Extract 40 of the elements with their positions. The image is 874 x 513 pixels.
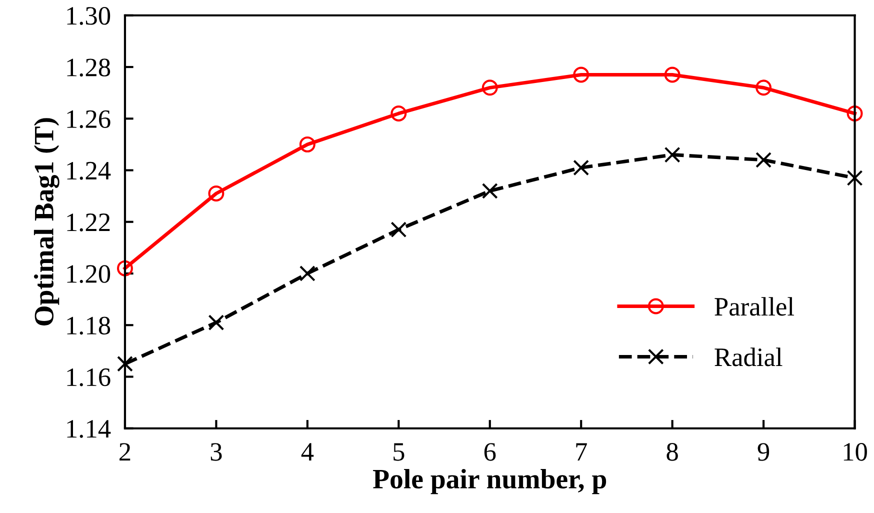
- y-tick-label: 1.28: [67, 58, 110, 77]
- legend-label: Parallel: [714, 297, 794, 316]
- x-tick-label: 10: [844, 443, 867, 461]
- point: [208, 314, 224, 331]
- y-tick-label: 1.24: [67, 162, 111, 180]
- point: [208, 185, 224, 202]
- point: [756, 80, 772, 96]
- point: [116, 356, 133, 372]
- point: [573, 160, 590, 176]
- x-tick-label: 6: [484, 443, 496, 461]
- point: [299, 266, 316, 282]
- point: [482, 182, 498, 199]
- y-tick-label: 1.18: [67, 316, 110, 335]
- x-tick-label: 9: [758, 443, 770, 461]
- x-tick-label: 7: [576, 443, 587, 461]
- y-axis-title: Optimal Bag1 (T): [34, 118, 60, 326]
- y-tick-label: 1.14: [67, 420, 111, 438]
- y-tick-label: 1.30: [67, 6, 110, 25]
- point: [390, 105, 407, 122]
- x-tick-label: 8: [666, 443, 678, 461]
- point: [116, 260, 133, 276]
- x-axis-title: Pole pair number, p: [373, 468, 606, 494]
- x-tick-label: 3: [210, 443, 222, 461]
- x-tick-label: 4: [301, 443, 314, 461]
- point: [573, 66, 590, 83]
- legend-label: Radial: [714, 348, 782, 366]
- y-tick-label: 1.20: [67, 265, 110, 284]
- point: [756, 152, 772, 168]
- y-tick-label: 1.16: [67, 368, 110, 386]
- point: [846, 170, 863, 186]
- x-tick-label: 5: [394, 443, 404, 461]
- point: [482, 80, 498, 96]
- point: [664, 66, 680, 83]
- point: [299, 136, 316, 152]
- point: [846, 105, 863, 122]
- point: [390, 222, 407, 238]
- point: [664, 146, 680, 163]
- y-tick-label: 1.26: [67, 110, 110, 128]
- x-tick-label: 2: [120, 443, 130, 461]
- y-tick-label: 1.22: [67, 214, 110, 232]
